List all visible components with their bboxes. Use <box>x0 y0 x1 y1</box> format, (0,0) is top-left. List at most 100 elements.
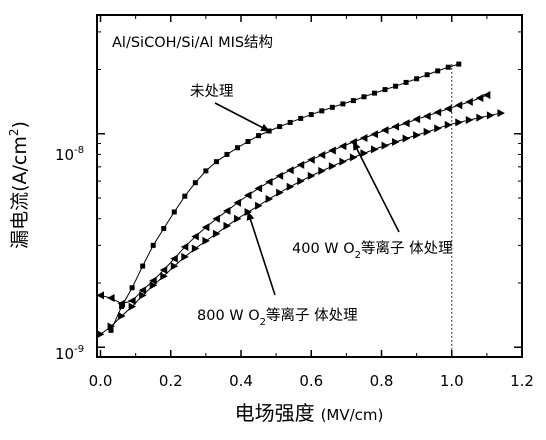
data-point-triangle-left <box>317 151 326 160</box>
data-point-square <box>192 180 198 186</box>
data-point-triangle-right <box>339 157 347 166</box>
data-point-triangle-left <box>128 296 136 305</box>
y-tick-label-1e-8-exp: -8 <box>74 145 84 156</box>
data-point-triangle-right <box>286 182 295 191</box>
data-point-triangle-left <box>475 94 484 103</box>
data-point-triangle-right <box>413 131 421 140</box>
data-point-square <box>224 151 230 157</box>
data-point-triangle-right <box>139 291 147 300</box>
x-tick-label: 0.8 <box>370 372 394 390</box>
data-point-triangle-right <box>318 166 326 175</box>
data-point-square <box>350 98 356 104</box>
data-point-triangle-right <box>328 162 337 171</box>
data-point-square <box>171 209 177 215</box>
data-point-square <box>182 193 188 199</box>
data-point-square <box>256 133 262 139</box>
data-point-triangle-right <box>297 177 305 186</box>
y-axis-title-main: 漏电流(A/cm <box>9 136 31 249</box>
series-label-400w-post: 等离子 体处理 <box>361 239 453 257</box>
x-axis-title-main: 电场强度 <box>235 401 315 425</box>
data-point-triangle-left <box>433 108 442 117</box>
data-point-square <box>119 304 125 310</box>
data-point-square <box>129 285 135 291</box>
data-point-square <box>393 83 399 89</box>
data-point-square <box>203 168 209 174</box>
data-point-square <box>161 225 167 231</box>
data-point-square <box>382 87 388 93</box>
data-point-triangle-left <box>254 184 263 193</box>
data-point-square <box>234 145 240 151</box>
data-point-triangle-left <box>117 299 126 308</box>
data-point-triangle-right <box>465 115 474 124</box>
y-axis-title: 漏电流(A/cm2) <box>7 121 31 249</box>
data-point-triangle-right <box>202 236 210 245</box>
data-point-square <box>435 68 441 74</box>
series-label-400w-pre: 400 W O <box>292 241 355 257</box>
data-point-triangle-left <box>338 142 347 151</box>
data-point-triangle-left <box>349 137 357 146</box>
x-tick-label: 0.6 <box>299 372 323 390</box>
annotation-arrow <box>352 141 400 233</box>
annotation-arrows <box>214 102 400 296</box>
data-point-triangle-left <box>412 115 421 124</box>
data-point-triangle-left <box>275 171 284 180</box>
data-point-triangle-right <box>349 153 358 162</box>
data-point-triangle-right <box>118 312 126 321</box>
structure-label: Al/SiCOH/Si/Al MIS结构 <box>112 34 273 51</box>
data-point-triangle-left <box>233 198 241 207</box>
data-point-triangle-right <box>360 149 368 158</box>
data-point-triangle-right <box>107 322 116 331</box>
data-point-triangle-left <box>296 160 305 169</box>
data-point-triangle-right <box>434 124 442 133</box>
series-markers <box>96 61 505 339</box>
series-line-2 <box>100 112 502 335</box>
data-point-triangle-right <box>423 127 432 136</box>
data-point-square <box>277 124 283 130</box>
x-tick-label: 0.0 <box>89 372 113 390</box>
data-point-triangle-left <box>454 101 463 110</box>
x-axis-title-unit: (MV/cm) <box>321 406 384 424</box>
data-point-triangle-right <box>307 171 316 180</box>
series-label-800w: 800 W O2等离子 体处理 <box>197 306 358 328</box>
data-point-triangle-right <box>444 120 453 129</box>
data-point-triangle-right <box>265 194 274 203</box>
data-point-triangle-right <box>276 188 284 197</box>
data-point-square <box>150 242 156 248</box>
data-point-triangle-right <box>476 113 484 122</box>
x-axis-title: 电场强度 (MV/cm) <box>235 401 384 425</box>
data-point-triangle-left <box>201 223 210 232</box>
data-point-triangle-right <box>212 229 221 238</box>
y-tick-label-1e-9-base: 10 <box>55 345 74 363</box>
data-point-square <box>340 101 346 107</box>
data-point-square <box>319 108 325 114</box>
series-label-400w-sub: 2 <box>355 250 361 261</box>
data-point-triangle-left <box>328 146 336 155</box>
data-point-triangle-right <box>370 145 379 154</box>
data-point-triangle-right <box>97 330 105 339</box>
data-point-square <box>298 115 304 121</box>
data-point-triangle-left <box>107 294 115 303</box>
data-point-triangle-left <box>381 126 389 135</box>
series-label-800w-post: 等离子 体处理 <box>266 306 358 324</box>
plot-frame <box>96 14 523 358</box>
data-point-square <box>287 119 293 125</box>
data-point-triangle-left <box>96 291 105 300</box>
y-axis-title-close: ) <box>9 121 31 128</box>
data-point-square <box>308 112 314 118</box>
data-point-triangle-left <box>391 122 400 131</box>
data-point-triangle-left <box>402 119 410 128</box>
data-point-square <box>245 138 251 144</box>
series-label-800w-pre: 800 W O <box>197 308 260 324</box>
data-point-triangle-right <box>486 111 495 120</box>
data-point-square <box>371 90 377 96</box>
series-line-0 <box>110 63 459 331</box>
data-point-triangle-right <box>392 137 400 146</box>
data-point-square <box>213 159 219 165</box>
y-tick-label-1e-8-base: 10 <box>55 146 74 164</box>
data-point-square <box>361 94 367 100</box>
data-point-triangle-right <box>191 244 200 253</box>
data-point-square <box>403 79 409 85</box>
series-line-1 <box>100 94 488 305</box>
data-point-triangle-left <box>370 130 378 139</box>
data-point-triangle-right <box>233 214 242 223</box>
